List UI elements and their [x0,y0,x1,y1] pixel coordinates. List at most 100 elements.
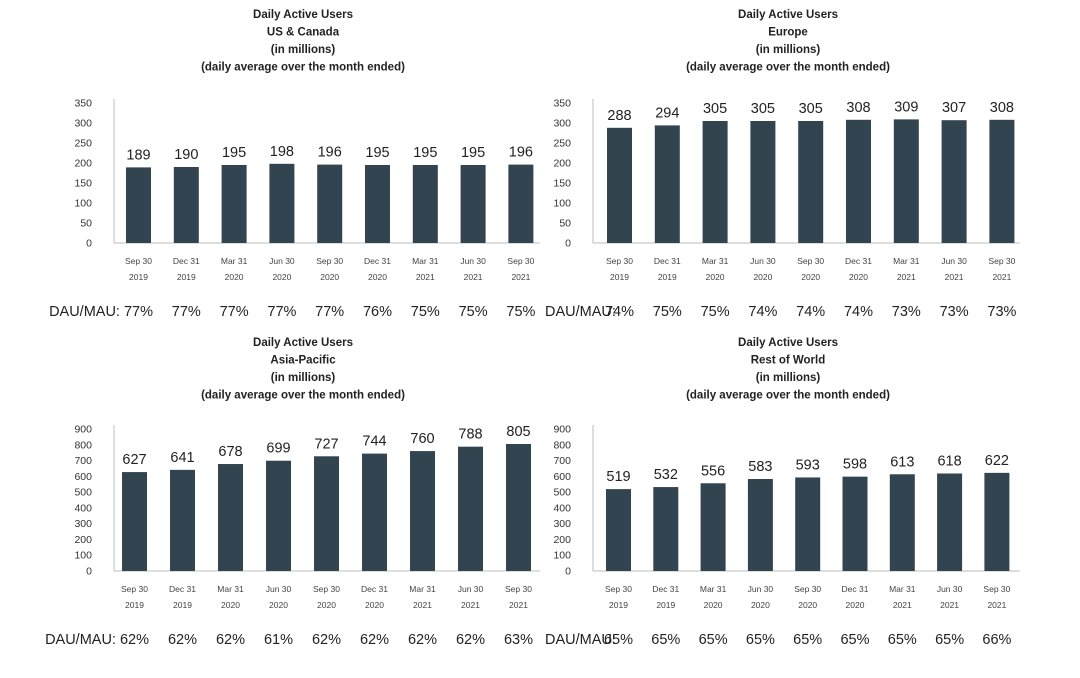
asia-pacific-ytick-600: 600 [74,471,92,483]
rest-of-world-dau-mau-value-7: 65% [887,632,917,648]
europe-ytick-0: 0 [565,238,571,250]
europe-value-label-2: 294 [655,105,679,121]
rest-of-world-bar-1 [606,489,631,571]
dau-mau-row-us-canada: DAU/MAU: 77% 77% 77% 77% 77% 76% 75% 75% 75% [0,304,545,324]
asia-pacific-ytick-800: 800 [74,439,92,451]
chart-europe-svg: Daily Active Users Europe (in millions) (da… [553,9,1020,282]
rest-of-world-category-label-1-line-2: 2019 [609,600,628,610]
europe-bar-8 [941,120,967,243]
asia-pacific-category-label-7-line-2: 2021 [413,600,432,610]
europe-title-line-4: (daily average over the month ended) [686,62,890,74]
rest-of-world-category-label-6-line-1: Dec 31 [842,584,869,594]
europe-value-label-7: 309 [894,99,918,115]
rest-of-world-category-label-7-line-2: 2021 [893,600,912,610]
europe-category-label-8-line-1: Jun 30 [941,256,967,266]
europe-ytick-250: 250 [553,138,571,150]
asia-pacific-category-label-4-line-1: Jun 30 [266,584,292,594]
rest-of-world-dau-mau-value-2: 65% [651,632,681,648]
us-canada-ytick-200: 200 [74,158,92,170]
us-canada-value-label-7: 195 [413,145,437,161]
rest-of-world-ytick-700: 700 [553,455,571,467]
rest-of-world-ytick-100: 100 [553,550,571,562]
europe-ytick-350: 350 [553,98,571,110]
asia-pacific-dau-mau-value-7: 62% [407,632,438,648]
rest-of-world-bar-6 [842,476,868,571]
us-canada-title-line-2: US & Canada [267,27,340,39]
asia-pacific-value-label-4: 699 [266,441,290,457]
asia-pacific-dau-mau-value-3: 62% [215,632,246,648]
us-canada-category-label-5-line-2: 2020 [320,272,339,282]
asia-pacific-value-label-3: 678 [218,444,242,460]
rest-of-world-category-label-1-line-1: Sep 30 [605,584,632,594]
rest-of-world-bar-5 [795,477,821,571]
europe-dau-mau-prefix: DAU/MAU: [545,304,616,320]
us-canada-bar-6 [365,165,390,243]
asia-pacific-dau-mau-value-8: 62% [455,632,486,648]
asia-pacific-dau-mau-value-5: 62% [311,632,342,648]
europe-value-label-3: 305 [703,101,727,117]
asia-pacific-value-label-5: 727 [314,436,338,452]
europe-dau-mau-value-4: 74% [748,304,778,320]
europe-category-label-9-line-1: Sep 30 [988,256,1015,266]
rest-of-world-ytick-300: 300 [553,518,571,530]
us-canada-dau-mau-value-4: 77% [267,304,297,320]
asia-pacific-category-label-8-line-1: Jun 30 [458,584,484,594]
us-canada-ytick-250: 250 [74,138,92,150]
rest-of-world-value-label-1: 519 [606,469,630,485]
rest-of-world-title-line-1: Daily Active Users [738,337,838,349]
rest-of-world-dau-mau-value-5: 65% [793,632,823,648]
europe-category-label-3-line-1: Mar 31 [702,256,729,266]
us-canada-value-label-5: 196 [318,145,342,161]
rest-of-world-category-label-5-line-2: 2020 [798,600,817,610]
us-canada-category-label-8-line-1: Jun 30 [460,256,486,266]
chart-asia-pacific-svg: Daily Active Users Asia-Pacific (in millio… [74,337,540,610]
rest-of-world-category-label-9-line-1: Sep 30 [983,584,1010,594]
rest-of-world-value-label-8: 618 [937,453,961,469]
rest-of-world-category-label-6-line-2: 2020 [846,600,865,610]
us-canada-category-label-2-line-2: 2019 [177,272,196,282]
us-canada-ytick-150: 150 [74,178,92,190]
asia-pacific-dau-mau-value-1: 62% [119,632,150,648]
asia-pacific-category-label-1-line-1: Sep 30 [121,584,148,594]
us-canada-category-label-3-line-1: Mar 31 [221,256,248,266]
us-canada-category-label-8-line-2: 2021 [464,272,483,282]
europe-category-label-5-line-1: Sep 30 [797,256,824,266]
europe-bar-3 [702,121,728,243]
dau-mau-row-asia-pacific: DAU/MAU: 62% 62% 62% 61% 62% 62% 62% 62% 63% [0,632,545,652]
rest-of-world-ytick-500: 500 [553,487,571,499]
rest-of-world-value-label-6: 598 [843,457,867,473]
europe-dau-mau-value-2: 75% [652,304,682,320]
rest-of-world-bar-2 [653,487,679,571]
europe-category-label-2-line-2: 2019 [658,272,677,282]
us-canada-bar-3 [221,165,247,243]
europe-title-line-3: (in millions) [756,44,821,56]
asia-pacific-category-label-8-line-2: 2021 [461,600,480,610]
rest-of-world-dau-mau-value-6: 65% [840,632,870,648]
us-canada-ytick-300: 300 [74,118,92,130]
rest-of-world-category-label-2-line-1: Dec 31 [652,584,679,594]
asia-pacific-dau-mau-value-4: 61% [263,632,294,648]
asia-pacific-bar-9 [506,443,531,571]
europe-bar-5 [798,121,824,243]
us-canada-category-label-6-line-1: Dec 31 [364,256,391,266]
rest-of-world-value-label-7: 613 [890,454,914,470]
us-canada-dau-mau-value-6: 76% [362,304,393,320]
rest-of-world-ytick-900: 900 [553,424,571,436]
rest-of-world-category-label-3-line-1: Mar 31 [700,584,727,594]
rest-of-world-value-label-5: 593 [796,457,820,473]
europe-dau-mau-value-7: 73% [891,304,921,320]
rest-of-world-ytick-200: 200 [553,534,571,546]
us-canada-bar-4 [269,163,295,243]
us-canada-dau-mau-value-1: 77% [123,304,154,320]
asia-pacific-category-label-5-line-2: 2020 [317,600,336,610]
asia-pacific-ytick-0: 0 [86,566,92,578]
europe-category-label-8-line-2: 2021 [945,272,964,282]
rest-of-world-dau-mau-value-8: 65% [935,632,965,648]
europe-bar-7 [893,119,919,243]
us-canada-category-label-7-line-1: Mar 31 [412,256,439,266]
rest-of-world-bar-4 [747,479,773,571]
chart-asia-pacific: Daily Active Users Asia-Pacific (in millio… [0,328,545,628]
europe-ytick-200: 200 [553,158,571,170]
asia-pacific-value-label-8: 788 [458,427,482,443]
rest-of-world-ytick-600: 600 [553,471,571,483]
